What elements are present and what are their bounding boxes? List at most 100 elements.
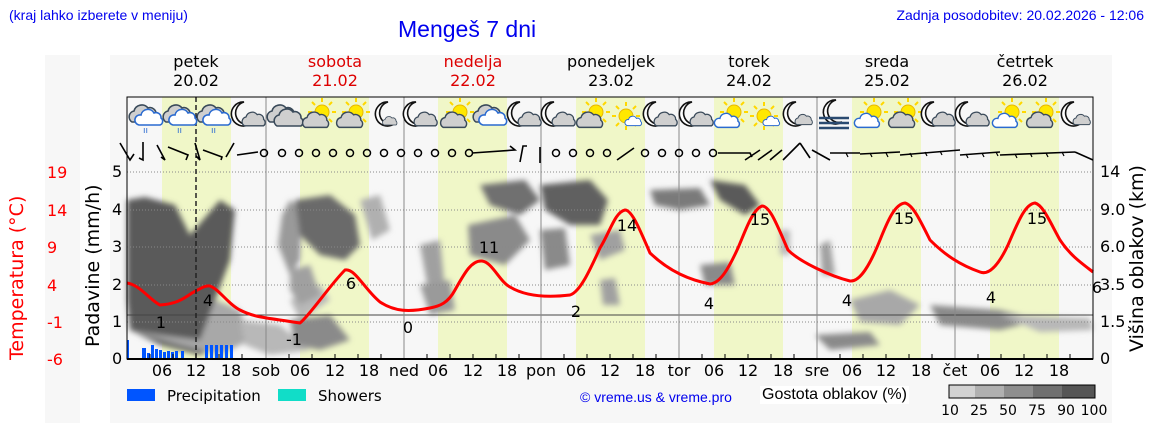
day-label: ponedeljek 23.02 xyxy=(567,52,655,90)
svg-text:06: 06 xyxy=(842,361,862,380)
temp-tick: 14 xyxy=(47,201,68,220)
svg-text:12: 12 xyxy=(738,361,758,380)
cloud-density-scale xyxy=(948,384,1096,399)
weather-icons: ıı ıı ıı xyxy=(128,97,1091,136)
svg-text:06: 06 xyxy=(980,361,1000,380)
x-tick-labels: 06 12 18 sob 06 12 18 ned 06 12 18 pon 0… xyxy=(152,361,1069,380)
temp-tick: -6 xyxy=(47,350,63,369)
showers-legend-label: Showers xyxy=(318,387,382,405)
day-label: petek 20.02 xyxy=(173,52,219,90)
cloud-height-tick: 3.5 xyxy=(1100,275,1126,294)
precipitation-swatch xyxy=(127,389,155,401)
cloud-density-ticks: 10 25 50 75 90 100 xyxy=(941,403,1107,419)
day-label: četrtek 26.02 xyxy=(996,52,1054,90)
day-label: sobota 21.02 xyxy=(307,52,363,90)
svg-text:06: 06 xyxy=(704,361,724,380)
svg-text:75: 75 xyxy=(1028,403,1046,419)
temp-annotation: -1 xyxy=(286,330,302,349)
svg-text:ned: ned xyxy=(389,361,419,380)
svg-text:18: 18 xyxy=(635,361,655,380)
temp-annotation: 4 xyxy=(203,291,213,310)
cloud-height-tick: 14 xyxy=(1100,162,1121,181)
temp-annotation: 15 xyxy=(750,210,770,229)
showers-swatch xyxy=(278,389,306,401)
page-title: Mengeš 7 dni xyxy=(398,16,537,42)
svg-text:25: 25 xyxy=(970,403,988,419)
precip-tick: 4 xyxy=(112,200,123,219)
svg-text:ıı: ıı xyxy=(177,126,182,136)
wind-barbs-2 xyxy=(471,142,1094,163)
temperature-annotations: 1 4 -1 6 0 11 2 14 4 15 4 15 4 15 6 xyxy=(156,209,1102,349)
precip-tick: 0 xyxy=(112,349,123,368)
temp-annotation: 2 xyxy=(571,302,581,321)
svg-text:18: 18 xyxy=(911,361,931,380)
temp-annotation: 4 xyxy=(986,288,996,307)
temp-annotation: 4 xyxy=(704,294,714,313)
svg-text:tor: tor xyxy=(668,361,691,380)
svg-text:18: 18 xyxy=(1049,361,1069,380)
cloud-height-tick: 0 xyxy=(1100,349,1111,368)
cloud-density-title: Gostota oblakov (%) xyxy=(760,386,909,404)
svg-text:ıı: ıı xyxy=(211,126,216,136)
svg-text:06: 06 xyxy=(566,361,586,380)
temp-annotation: 15 xyxy=(894,209,914,228)
svg-text:sob: sob xyxy=(252,361,280,380)
svg-text:čet: čet xyxy=(943,361,968,380)
temp-annotation: 14 xyxy=(617,216,637,235)
svg-text:12: 12 xyxy=(1014,361,1034,380)
svg-text:18: 18 xyxy=(221,361,241,380)
cloud-height-tick: 6.0 xyxy=(1100,237,1126,256)
cloud-height-tick: 1.5 xyxy=(1100,312,1126,331)
precip-tick: 2 xyxy=(112,275,123,294)
svg-text:ıı: ıı xyxy=(143,126,148,136)
temp-annotation: 4 xyxy=(842,291,852,310)
copyright-link[interactable]: © vreme.us & vreme.pro xyxy=(580,389,732,405)
temp-tick: 9 xyxy=(47,238,58,257)
svg-text:18: 18 xyxy=(773,361,793,380)
temp-annotation: 0 xyxy=(403,318,413,337)
wind-barb-feathers xyxy=(845,150,1065,159)
precip-tick: 1 xyxy=(112,312,123,331)
precipitation-legend-label: Precipitation xyxy=(167,387,261,405)
temp-annotation: 1 xyxy=(156,313,166,332)
x-minor-ticks xyxy=(149,354,1071,359)
svg-text:12: 12 xyxy=(876,361,896,380)
temp-annotation: 6 xyxy=(1092,278,1102,297)
day-label: sreda 25.02 xyxy=(864,52,910,90)
cloudy-rain-icon: ıı xyxy=(162,104,198,136)
svg-text:06: 06 xyxy=(428,361,448,380)
temp-tick: 4 xyxy=(47,276,58,295)
temperature-axis-panel xyxy=(45,55,80,423)
svg-text:100: 100 xyxy=(1081,403,1108,419)
calm-wind-circles xyxy=(259,148,718,158)
svg-text:06: 06 xyxy=(290,361,310,380)
svg-text:50: 50 xyxy=(999,403,1017,419)
svg-text:pon: pon xyxy=(526,361,556,380)
svg-text:12: 12 xyxy=(463,361,483,380)
cloudy-rain-icon: ıı xyxy=(128,104,164,136)
wind-barbs xyxy=(119,142,259,162)
temp-tick: 19 xyxy=(47,163,68,182)
temp-tick: -1 xyxy=(47,313,63,332)
svg-text:12: 12 xyxy=(186,361,206,380)
svg-text:06: 06 xyxy=(152,361,172,380)
svg-text:sre: sre xyxy=(805,361,829,380)
day-label: torek 24.02 xyxy=(726,52,772,90)
precipitation-bars xyxy=(127,340,233,359)
svg-text:18: 18 xyxy=(359,361,379,380)
precip-tick: 3 xyxy=(112,237,123,256)
temp-annotation: 6 xyxy=(346,274,356,293)
moon-fog-icon xyxy=(819,99,849,130)
temp-annotation: 11 xyxy=(479,238,499,257)
temp-annotation: 15 xyxy=(1027,209,1047,228)
cloudy-rain-icon: ıı xyxy=(196,104,232,136)
day-label: nedelja 22.02 xyxy=(443,52,503,90)
gridlines-horizontal xyxy=(127,171,1093,323)
svg-text:90: 90 xyxy=(1057,403,1075,419)
day-separators xyxy=(265,97,956,359)
precip-tick: 5 xyxy=(112,162,123,181)
svg-text:12: 12 xyxy=(600,361,620,380)
location-hint-link[interactable]: (kraj lahko izberete v meniju) xyxy=(9,7,188,23)
last-update-text: Zadnja posodobitev: 20.02.2026 - 12:06 xyxy=(896,7,1144,23)
